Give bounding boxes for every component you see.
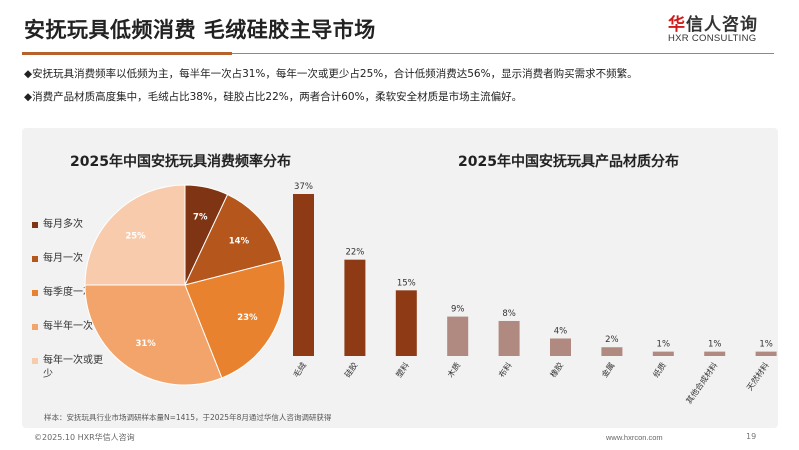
bar: [755, 351, 777, 356]
pie-slice: [84, 184, 186, 286]
bar: [498, 320, 520, 356]
legend-swatch: [32, 324, 38, 330]
page-number: 19: [746, 432, 757, 441]
bar-category-label: 纸质: [651, 360, 668, 379]
bar: [652, 351, 674, 356]
bar-category-label: 硅胶: [342, 360, 359, 379]
legend-label: 每年一次或更少: [43, 355, 103, 380]
pie-chart-title: 2025年中国安抚玩具消费频率分布: [70, 154, 291, 170]
bar-value-label: 1%: [759, 340, 773, 350]
bar-category-label: 布料: [496, 360, 513, 379]
bar: [704, 351, 726, 356]
legend-label: 每季度一次: [43, 287, 93, 298]
bar-category-label: 天然材料: [744, 360, 771, 392]
title-accent-bar: [22, 52, 232, 55]
legend-item: 每月多次: [32, 218, 112, 232]
bar-value-label: 22%: [345, 248, 364, 258]
bar-category-label: 木质: [445, 360, 462, 379]
bar-category-label: 其他合成材料: [684, 360, 720, 405]
legend-item: 每月一次: [32, 252, 112, 266]
bar: [344, 259, 366, 356]
legend-swatch: [32, 222, 38, 228]
pie-slice-label: 7%: [193, 213, 208, 223]
bar-value-label: 4%: [554, 326, 568, 336]
logo-en-text: HXR CONSULTING: [668, 33, 757, 44]
page-title: 安抚玩具低频消费 毛绒硅胶主导市场: [24, 18, 376, 42]
bar-value-label: 37%: [294, 182, 313, 192]
bar-chart-title: 2025年中国安抚玩具产品材质分布: [458, 154, 679, 170]
title-divider: [22, 53, 774, 54]
bar-category-label: 橡胶: [548, 360, 565, 379]
bar-value-label: 15%: [397, 278, 416, 288]
footer-url: www.hxrcon.com: [606, 433, 663, 442]
header: 安抚玩具低频消费 毛绒硅胶主导市场 华信人咨询 HXR CONSULTING: [0, 0, 799, 60]
bar-value-label: 2%: [605, 335, 619, 345]
pie-slice-label: 25%: [125, 232, 146, 242]
bar: [447, 316, 469, 356]
source-note: 样本：安抚玩具行业市场调研样本量N=1415，于2025年8月通过华信人咨询调研…: [44, 413, 332, 422]
logo-cn-red-char: 华: [668, 15, 686, 35]
pie-slice-label: 14%: [229, 236, 250, 246]
pie-slice: [184, 193, 283, 286]
bar-value-label: 1%: [657, 340, 671, 350]
pie-slice: [84, 284, 223, 386]
bar: [395, 290, 417, 356]
summary-bullet-1: ◆安抚玩具消费频率以低频为主，每半年一次占31%，每年一次或更少占25%，合计低…: [24, 68, 638, 80]
legend-swatch: [32, 358, 38, 364]
bar: [293, 194, 314, 356]
pie-chart: 7% 14% 23% 31% 25%: [84, 184, 286, 386]
legend-swatch: [32, 290, 38, 296]
footer-copyright: ©2025.10 HXR华信人咨询: [34, 433, 135, 442]
bar: [550, 338, 571, 356]
bar-category-label: 金属: [599, 360, 616, 379]
legend-item: 每季度一次: [32, 286, 112, 300]
bar-value-label: 1%: [708, 340, 722, 350]
bar-value-label: 9%: [451, 305, 465, 315]
pie-slice-label: 23%: [237, 313, 258, 323]
logo-cn-text: 华信人咨询: [668, 10, 758, 35]
bar: [601, 347, 623, 356]
bar-category-label: 塑料: [394, 360, 411, 379]
legend-label: 每半年一次: [43, 321, 93, 332]
bar-chart: 37% 毛绒 22% 硅胶 15% 塑料 9% 木质 8% 布料 4% 橡胶 2% 金属 1% 纸质 1% 其他合…: [291, 182, 777, 405]
legend-label: 每月多次: [43, 219, 83, 230]
legend-label: 每月一次: [43, 253, 83, 264]
legend-swatch: [32, 256, 38, 262]
company-logo: 华信人咨询 HXR CONSULTING: [664, 10, 784, 48]
bar-category-label: 毛绒: [291, 360, 308, 379]
legend-item: 每半年一次: [32, 320, 112, 334]
pie-slice-label: 31%: [135, 339, 156, 349]
logo-cn-rest: 信人咨询: [686, 15, 758, 35]
bar-value-label: 8%: [502, 309, 515, 319]
pie-slice: [184, 259, 286, 379]
summary-bullet-2: ◆消费产品材质高度集中，毛绒占比38%，硅胶占比22%，两者合计60%，柔软安全…: [24, 91, 523, 103]
legend-item: 每年一次或更少: [32, 354, 112, 382]
